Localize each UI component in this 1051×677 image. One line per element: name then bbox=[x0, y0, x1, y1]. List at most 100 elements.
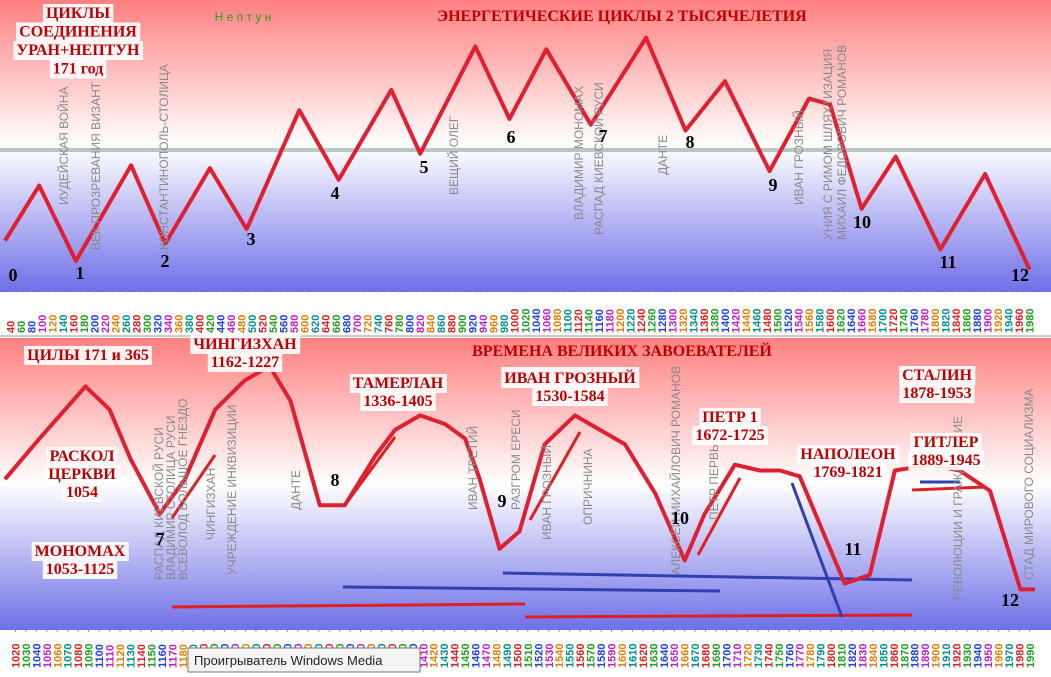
x-tick-label: 840 bbox=[426, 315, 438, 333]
x-tick-label: 740 bbox=[373, 315, 385, 333]
event-label: ВЕЩИЙ ОЛЕГ bbox=[446, 115, 461, 195]
x-tick-label: 480 bbox=[236, 315, 248, 333]
x-tick-label: 1070 bbox=[63, 644, 75, 668]
x-tick-label: 1820 bbox=[847, 644, 859, 668]
x-tick-label: 1540 bbox=[554, 644, 566, 668]
x-tick-label: 1970 bbox=[1004, 644, 1016, 668]
x-tick-label: 1090 bbox=[84, 644, 96, 668]
x-tick-label: 540 bbox=[268, 315, 280, 333]
x-tick-label: 420 bbox=[205, 315, 217, 333]
x-tick-label: 1520 bbox=[783, 309, 795, 333]
label: 1878-1953 bbox=[902, 385, 971, 402]
x-tick-label: 1150 bbox=[146, 644, 158, 668]
x-tick-label: 800 bbox=[405, 315, 417, 333]
event-label: ДАНТЕ bbox=[289, 470, 303, 510]
x-tick-label: 820 bbox=[415, 315, 427, 333]
event-label: ОПРИЧНИНА bbox=[581, 448, 595, 525]
label: УРАН+НЕПТУН bbox=[16, 42, 140, 59]
label: 171 год bbox=[53, 61, 104, 78]
cycle-number: 12 bbox=[1011, 265, 1029, 285]
x-tick-label: 80 bbox=[26, 321, 38, 333]
x-tick-label: 1180 bbox=[178, 644, 190, 668]
cycle-number: 4 bbox=[331, 183, 340, 203]
x-tick-label: 440 bbox=[215, 315, 227, 333]
x-tick-label: 1580 bbox=[815, 309, 827, 333]
event-label: ДАНТЕ bbox=[656, 135, 670, 175]
x-tick-label: 360 bbox=[173, 315, 185, 333]
label: 1889-1945 bbox=[911, 452, 980, 469]
x-tick-label: 1910 bbox=[941, 644, 953, 668]
label: 1053-1125 bbox=[46, 561, 114, 578]
x-tick-label: 1110 bbox=[105, 645, 117, 668]
x-tick-label: 1890 bbox=[920, 644, 932, 668]
x-tick-label: 1560 bbox=[575, 644, 587, 668]
label: ГИТЛЕР bbox=[914, 434, 979, 451]
label: ПЕТР 1 bbox=[702, 409, 758, 426]
label-box bbox=[207, 353, 283, 372]
x-tick-label: 500 bbox=[247, 315, 259, 333]
x-tick-label: 1740 bbox=[899, 309, 911, 333]
label: ЦЕРКВИ bbox=[48, 466, 116, 483]
cycle-number: 12 bbox=[1001, 590, 1019, 610]
x-tick-label: 380 bbox=[184, 315, 196, 333]
x-tick-label: 580 bbox=[289, 315, 301, 333]
top-panel bbox=[0, 0, 1051, 292]
label-box bbox=[899, 384, 975, 403]
x-tick-label: 1320 bbox=[678, 309, 690, 333]
x-tick-label: 1930 bbox=[962, 644, 974, 668]
x-tick-label: 1600 bbox=[825, 309, 837, 333]
x-tick-label: 1920 bbox=[952, 644, 964, 668]
x-tick-label: 1100 bbox=[562, 309, 574, 333]
x-tick-label: 1360 bbox=[699, 309, 711, 333]
x-tick-label: 1690 bbox=[711, 644, 723, 668]
x-tick-label: 260 bbox=[121, 315, 133, 333]
x-tick-label: 1130 bbox=[125, 644, 137, 668]
label: ЦИКЛЫ bbox=[46, 5, 110, 22]
x-tick-label: 340 bbox=[163, 315, 175, 333]
cycle-number: 5 bbox=[420, 157, 429, 177]
x-tick-label: 1400 bbox=[720, 309, 732, 333]
x-tick-label: 1940 bbox=[1004, 309, 1016, 333]
x-tick-label: 560 bbox=[279, 315, 291, 333]
label: 1162-1227 bbox=[211, 354, 279, 371]
x-tick-label: 1780 bbox=[805, 644, 817, 668]
label-box bbox=[46, 447, 118, 466]
label-box bbox=[31, 542, 129, 561]
x-tick-label: 1440 bbox=[450, 644, 462, 668]
x-tick-label: 1380 bbox=[709, 309, 721, 333]
x-tick-label: 1430 bbox=[439, 644, 451, 668]
label-box bbox=[13, 41, 144, 60]
x-tick-label: 1790 bbox=[816, 644, 828, 668]
x-tick-label: 1120 bbox=[115, 644, 127, 668]
label-box bbox=[63, 483, 101, 502]
x-tick-label: 1280 bbox=[657, 309, 669, 333]
x-tick-label: 1900 bbox=[983, 309, 995, 333]
x-tick-label: 1500 bbox=[512, 644, 524, 668]
x-tick-label: 1420 bbox=[429, 644, 441, 668]
event-label: ВЛАДИМИР МОНОМАХ bbox=[572, 86, 586, 220]
x-tick-label: 620 bbox=[310, 315, 322, 333]
cycle-number: 7 bbox=[156, 529, 165, 549]
x-tick-label: 240 bbox=[110, 315, 122, 333]
label: НАПОЛЕОН bbox=[800, 446, 896, 463]
event-label: ВСЕВОЛОД БОЛЬШОЕ ГНЕЗДО bbox=[176, 399, 190, 580]
event-label: КОНСТАНТИНОПОЛЬ-СТОЛИЦА bbox=[157, 64, 171, 250]
label: 1672-1725 bbox=[695, 427, 764, 444]
x-tick-label: 1460 bbox=[751, 309, 763, 333]
label-box bbox=[910, 433, 982, 452]
x-tick-label: 1140 bbox=[583, 309, 595, 333]
x-tick-label: 640 bbox=[321, 315, 333, 333]
event-label: ПЕТР ПЕРВЫЙ bbox=[706, 433, 721, 520]
x-tick-label: 1700 bbox=[722, 644, 734, 668]
cycle-number: 2 bbox=[161, 251, 170, 271]
x-tick-label: 1960 bbox=[1014, 309, 1026, 333]
trend-lines bbox=[170, 431, 986, 619]
event-label: АЛЕКСЕЙ МИХАЙЛОВИЧ РОМАНОВ bbox=[668, 366, 683, 575]
x-tick-label: 1050 bbox=[42, 644, 54, 668]
label: ТАМЕРЛАН bbox=[353, 375, 444, 392]
event-label: РАСПАД КИЕВСКОЙ РУСИ bbox=[591, 82, 606, 235]
x-tick-label: 1100 bbox=[94, 644, 106, 668]
x-tick-label: 1750 bbox=[774, 644, 786, 668]
cycle-number: 1 bbox=[76, 263, 85, 283]
x-tick-label: 880 bbox=[447, 315, 459, 333]
